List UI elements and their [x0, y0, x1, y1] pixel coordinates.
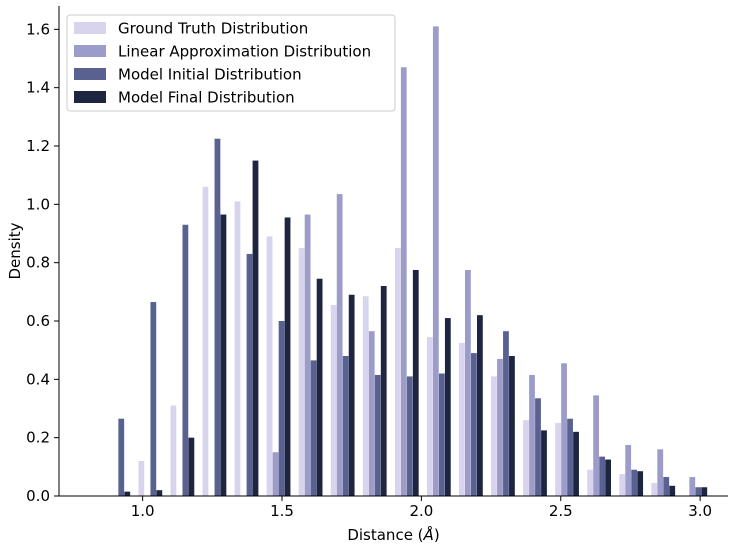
bar-1-bin-9: [362, 296, 369, 496]
bar-1-bin-16: [587, 469, 594, 496]
bar-4-bin-12: [476, 315, 483, 496]
bar-3-bin-1: [118, 418, 125, 496]
legend-swatch: [74, 22, 106, 34]
bar-2-bin-8: [336, 194, 343, 496]
y-tick-label: 0.6: [26, 312, 50, 330]
bar-4-bin-18: [669, 485, 676, 496]
x-tick-label: 1.5: [270, 502, 294, 520]
bar-1-bin-17: [619, 474, 626, 497]
bar-3-bin-8: [342, 356, 349, 496]
x-tick-label: 1.0: [131, 502, 155, 520]
y-tick-label: 1.4: [26, 79, 50, 97]
bar-3-bin-17: [631, 469, 638, 496]
y-tick-label: 0.0: [26, 487, 50, 505]
bar-3-bin-2: [150, 302, 157, 496]
bar-1-bin-15: [555, 423, 561, 496]
bar-4-bin-7: [316, 278, 323, 496]
legend-label: Model Final Distribution: [118, 89, 295, 107]
bar-1-bin-7: [298, 248, 305, 496]
bar-1-bin-2: [138, 461, 145, 496]
y-tick-label: 1.6: [26, 20, 50, 38]
bars-layer: [118, 26, 708, 497]
bar-1-bin-5: [234, 201, 241, 497]
bar-4-bin-15: [573, 431, 579, 496]
bar-3-bin-3: [182, 224, 189, 496]
legend-label: Linear Approximation Distribution: [118, 43, 371, 61]
legend-swatch: [74, 91, 106, 103]
legend-frame: [66, 14, 396, 112]
bar-1-bin-10: [394, 248, 401, 496]
bar-3-bin-7: [310, 360, 317, 497]
bar-1-bin-14: [523, 420, 529, 496]
legend-label: Model Initial Distribution: [118, 66, 302, 84]
bar-3-bin-16: [599, 456, 606, 497]
bar-2-bin-7: [304, 214, 311, 497]
bar-2-bin-14: [529, 374, 535, 496]
bar-2-bin-11: [432, 26, 439, 496]
bar-1-bin-3: [170, 405, 177, 496]
bar-4-bin-17: [637, 471, 644, 496]
bar-4-bin-1: [124, 491, 131, 497]
y-tick-label: 0.4: [26, 370, 50, 388]
bar-3-bin-15: [567, 418, 573, 496]
x-ticks: 1.0 1.5 2.0 2.5 3.0: [131, 496, 712, 520]
legend-swatch: [74, 68, 106, 80]
legend: Ground Truth Distribution Linear Approxim…: [66, 14, 396, 112]
bar-2-bin-18: [657, 449, 664, 496]
bar-1-bin-13: [491, 376, 497, 496]
bar-4-bin-8: [348, 294, 355, 496]
bar-3-bin-14: [535, 398, 541, 496]
bar-1-bin-11: [426, 337, 433, 496]
y-axis-label: Density: [6, 222, 24, 279]
x-tick-label: 2.5: [549, 502, 573, 520]
bar-4-bin-19: [701, 487, 708, 496]
bar-2-bin-15: [561, 363, 567, 496]
bar-1-bin-4: [202, 186, 209, 496]
bar-4-bin-16: [605, 459, 611, 496]
bar-3-bin-9: [374, 374, 381, 496]
y-ticks: 0.0 0.2 0.4 0.6 0.8 1.0 1.2 1.4 1.6: [26, 20, 59, 505]
bar-3-bin-5: [246, 253, 253, 496]
legend-label: Ground Truth Distribution: [118, 20, 308, 38]
bar-3-bin-11: [438, 373, 445, 496]
bar-2-bin-10: [400, 67, 407, 496]
bar-2-bin-13: [497, 358, 503, 496]
bar-4-bin-9: [380, 286, 387, 496]
bar-4-bin-5: [252, 160, 259, 496]
x-axis-label: Distance (Å): [347, 525, 439, 544]
bar-4-bin-2: [156, 490, 163, 496]
x-tick-label: 2.0: [409, 502, 433, 520]
bar-3-bin-4: [214, 138, 221, 496]
bar-4-bin-14: [541, 430, 547, 497]
y-tick-label: 0.8: [26, 254, 50, 272]
bar-4-bin-13: [509, 356, 515, 496]
bar-2-bin-19: [689, 477, 696, 496]
bar-3-bin-12: [470, 353, 477, 496]
bar-1-bin-6: [266, 236, 273, 497]
bar-4-bin-6: [284, 217, 291, 496]
bar-3-bin-13: [503, 331, 509, 496]
bar-3-bin-6: [278, 321, 285, 496]
y-tick-label: 1.2: [26, 137, 50, 155]
bar-2-bin-16: [593, 395, 600, 497]
bar-3-bin-19: [695, 487, 702, 496]
bar-1-bin-18: [651, 482, 658, 497]
bar-2-bin-6: [272, 452, 279, 496]
bar-2-bin-12: [465, 269, 471, 496]
bar-4-bin-10: [412, 269, 419, 496]
legend-swatch: [74, 45, 106, 57]
bar-4-bin-3: [188, 437, 195, 496]
bar-3-bin-10: [406, 376, 413, 496]
bar-2-bin-17: [625, 444, 632, 496]
bar-2-bin-9: [368, 331, 375, 496]
y-tick-label: 0.2: [26, 429, 50, 447]
bar-1-bin-12: [459, 342, 465, 497]
bar-3-bin-18: [663, 477, 670, 496]
y-tick-label: 1.0: [26, 195, 50, 213]
bar-4-bin-11: [444, 318, 451, 496]
bar-4-bin-4: [220, 214, 227, 497]
x-tick-label: 3.0: [688, 502, 712, 520]
bar-1-bin-8: [330, 304, 337, 496]
